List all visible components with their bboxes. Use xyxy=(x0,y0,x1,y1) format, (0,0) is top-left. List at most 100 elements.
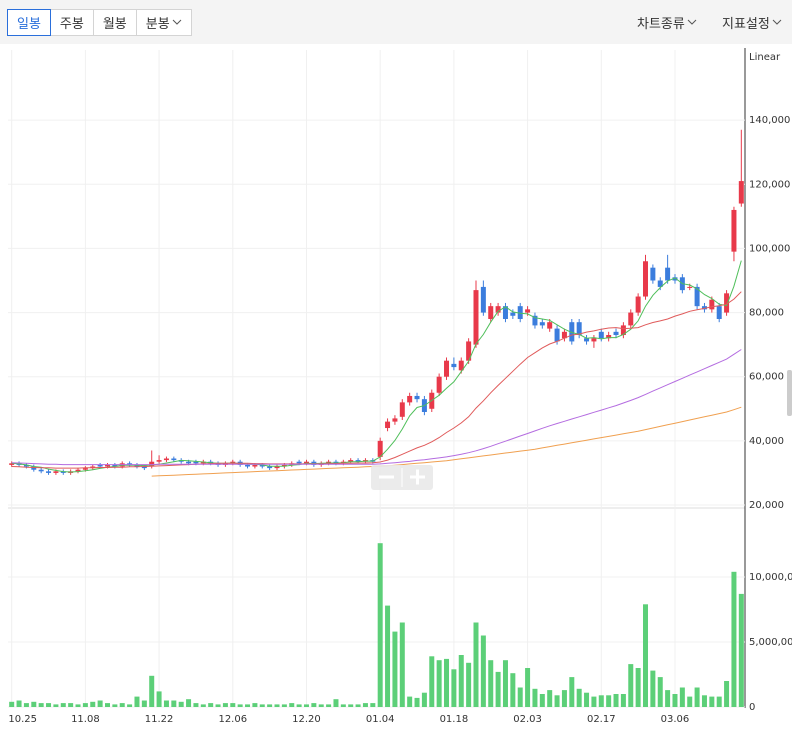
volume-bar xyxy=(296,704,302,707)
volume-bar xyxy=(716,696,722,707)
period-button[interactable]: 주봉 xyxy=(50,9,94,36)
volume-bar xyxy=(731,571,737,707)
candle-body xyxy=(672,277,678,281)
period-button[interactable]: 일봉 xyxy=(7,9,51,36)
volume-bar xyxy=(679,687,685,707)
candle-body xyxy=(31,466,37,470)
candle-body xyxy=(377,440,383,457)
volume-bar xyxy=(281,704,287,707)
x-tick-label: 10.25 xyxy=(8,714,37,725)
volume-bar xyxy=(620,694,626,707)
volume-bar xyxy=(451,669,457,707)
candle-body xyxy=(738,181,744,204)
volume-bar xyxy=(473,622,479,707)
candle-body xyxy=(274,466,280,469)
candle-body xyxy=(414,395,420,400)
volume-bar xyxy=(488,660,494,707)
volume-bar xyxy=(186,699,192,707)
volume-bar xyxy=(650,670,656,707)
candle-body xyxy=(532,315,538,326)
candle-body xyxy=(46,471,52,473)
volume-bar xyxy=(230,703,236,707)
volume-bar xyxy=(237,704,243,707)
volume-bar xyxy=(495,671,501,707)
y-tick-label: 80,000 xyxy=(749,308,784,319)
indicator-menu[interactable]: 지표설정 xyxy=(722,13,782,32)
x-tick-label: 02.03 xyxy=(513,714,542,725)
volume-bar xyxy=(82,703,88,707)
volume-bar xyxy=(480,635,486,707)
candle-body xyxy=(539,322,545,326)
volume-bar xyxy=(318,704,324,707)
volume-bar xyxy=(407,696,413,707)
volume-bar xyxy=(458,655,464,707)
volume-bar xyxy=(193,703,199,707)
volume-bar xyxy=(60,703,66,707)
volume-bar xyxy=(628,664,634,707)
candle-body xyxy=(569,322,575,342)
x-tick-label: 01.18 xyxy=(440,714,469,725)
y-tick-label: 40,000 xyxy=(749,436,784,447)
chevron xyxy=(687,19,697,25)
volume-bar xyxy=(46,703,52,707)
candle-body xyxy=(9,463,15,465)
y-tick-label: 20,000 xyxy=(749,500,784,511)
candle-body xyxy=(348,460,354,462)
moving-average-line xyxy=(151,406,742,477)
period-group: 일봉 주봉 월봉 분봉 xyxy=(7,9,192,36)
candle-body xyxy=(259,464,265,467)
scroll-handle[interactable] xyxy=(787,370,792,416)
volume-bar xyxy=(687,696,693,707)
volume-bar xyxy=(399,622,405,707)
volume-bar xyxy=(156,691,162,707)
candle-body xyxy=(554,328,560,342)
volume-bar xyxy=(672,694,678,707)
candle-body xyxy=(407,395,413,403)
candle-body xyxy=(112,464,118,467)
candle-body xyxy=(53,471,59,473)
moving-average-line xyxy=(11,349,742,466)
x-tick-label: 01.04 xyxy=(366,714,395,725)
candle-body xyxy=(525,309,531,313)
volume-bar xyxy=(701,695,707,707)
candle-body xyxy=(75,469,81,472)
x-tick-label: 02.17 xyxy=(587,714,616,725)
candle-body xyxy=(156,460,162,462)
y-tick-label: 10,000,000 xyxy=(749,572,792,583)
volume-bar xyxy=(333,699,339,707)
volume-bar xyxy=(68,703,74,707)
toolbar: 일봉 주봉 월봉 분봉 차트종류 지표설정 xyxy=(0,0,792,44)
volume-bar xyxy=(112,704,118,707)
volume-bar xyxy=(517,687,523,707)
volume-bar xyxy=(267,704,273,707)
period-button[interactable]: 월봉 xyxy=(93,9,137,36)
volume-bar xyxy=(163,700,169,707)
y-tick-label: 60,000 xyxy=(749,372,784,383)
period-button[interactable]: 분봉 xyxy=(136,9,192,36)
candle-body xyxy=(495,306,501,313)
candle-body xyxy=(385,421,391,429)
zoom-in[interactable] xyxy=(410,469,425,485)
volume-bar xyxy=(134,696,140,707)
period-label: 분봉 xyxy=(145,17,170,32)
candle-body xyxy=(473,290,479,345)
moving-average-line xyxy=(11,260,742,473)
volume-bar xyxy=(444,658,450,707)
candle-body xyxy=(620,325,626,336)
x-tick-label: 12.20 xyxy=(292,714,321,725)
volume-bar xyxy=(38,703,44,707)
volume-bar xyxy=(171,700,177,707)
volume-bar xyxy=(16,700,22,707)
volume-bar xyxy=(75,704,81,707)
volume-bar xyxy=(53,704,59,707)
candle-body xyxy=(303,461,309,464)
candle-body xyxy=(399,402,405,417)
candle-body xyxy=(517,306,523,319)
candle-body xyxy=(613,331,619,336)
volume-bar xyxy=(502,660,508,707)
volume-bar xyxy=(222,703,228,707)
chart-type-menu[interactable]: 차트종류 xyxy=(637,13,697,32)
volume-bar xyxy=(31,701,37,707)
chevron xyxy=(172,19,182,25)
